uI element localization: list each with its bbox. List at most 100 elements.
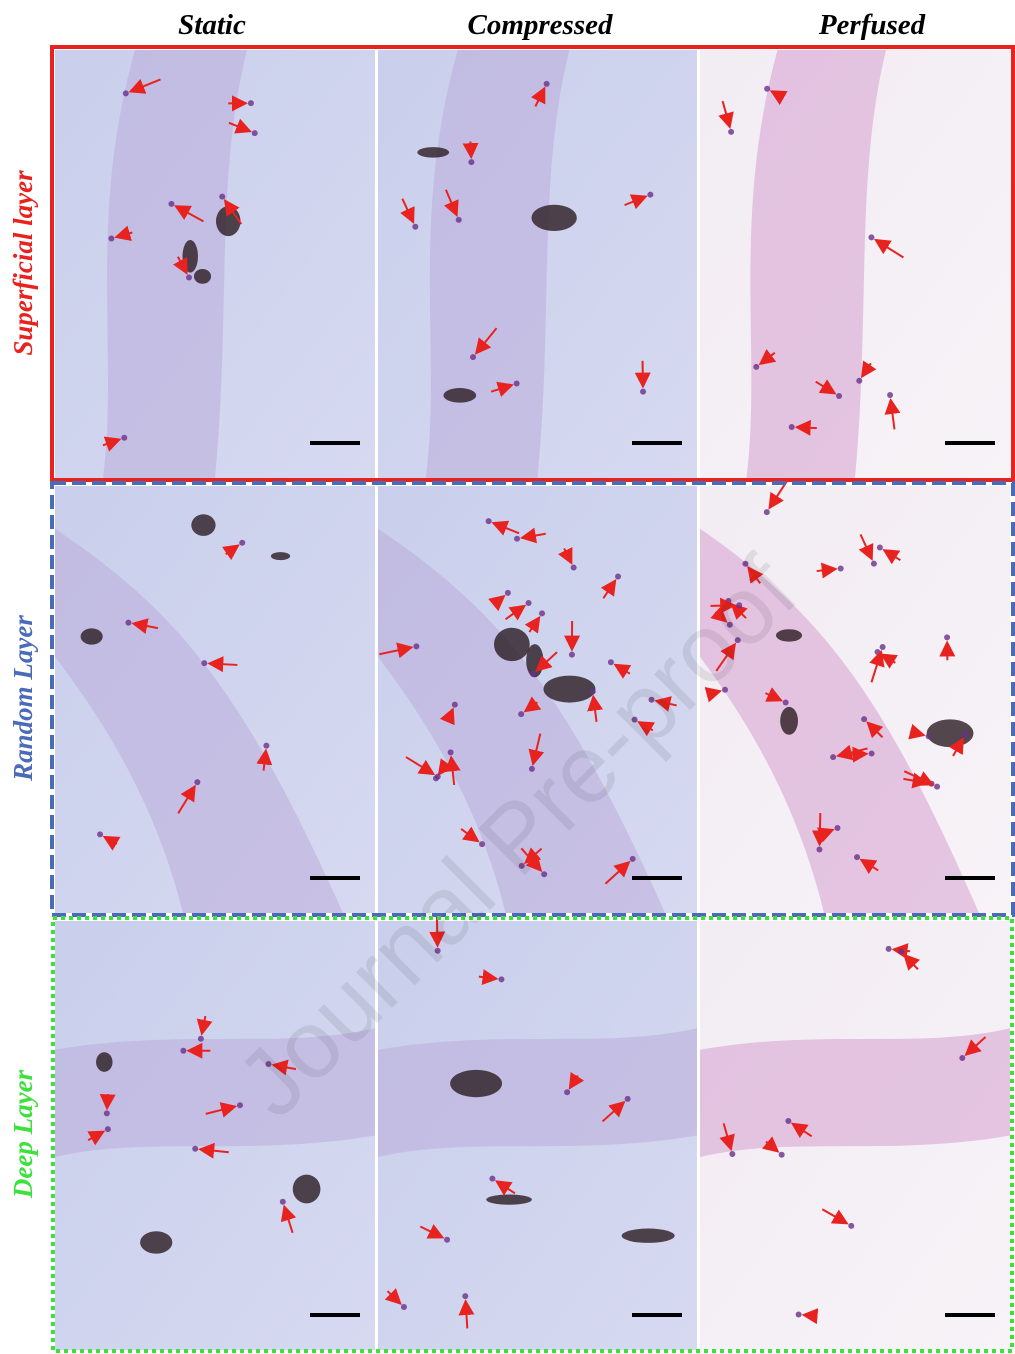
cell — [834, 825, 840, 831]
cell — [125, 620, 131, 626]
debris — [81, 628, 103, 644]
arrow — [852, 754, 867, 755]
cell — [796, 1311, 802, 1317]
cell — [412, 224, 418, 230]
cell — [753, 364, 759, 370]
cell — [514, 381, 520, 387]
cell — [123, 90, 129, 96]
debris — [494, 628, 530, 661]
cell — [97, 831, 103, 837]
cell — [194, 779, 200, 785]
row-label: Superficial layer — [8, 170, 38, 356]
cell — [729, 1151, 735, 1157]
cell — [180, 1048, 186, 1054]
cell — [764, 509, 770, 515]
cell — [934, 784, 940, 790]
cell — [959, 1055, 965, 1061]
cell — [105, 1126, 111, 1132]
row-label: Deep Layer — [8, 1069, 38, 1199]
tissue — [378, 1028, 697, 1157]
cell — [498, 976, 504, 982]
cell — [886, 946, 892, 952]
cell — [252, 130, 258, 136]
cell — [468, 159, 474, 165]
cell — [728, 129, 734, 135]
cell — [779, 1152, 785, 1158]
debris — [194, 269, 211, 284]
cell — [785, 1118, 791, 1124]
cell — [201, 660, 207, 666]
cell — [871, 561, 877, 567]
cell — [248, 100, 254, 106]
cell — [816, 847, 822, 853]
cell — [789, 424, 795, 430]
tissue — [700, 1028, 1010, 1157]
cell — [462, 1293, 468, 1299]
cell — [452, 702, 458, 708]
cell — [625, 1096, 631, 1102]
debris — [622, 1229, 675, 1243]
cell — [444, 1237, 450, 1243]
cell — [263, 743, 269, 749]
cell — [539, 610, 545, 616]
arrow — [804, 1315, 817, 1316]
debris — [191, 514, 215, 536]
figure: Static Compressed Perfused Superficial l… — [0, 0, 1015, 1354]
debris — [780, 707, 798, 735]
cell — [569, 652, 575, 658]
cell — [848, 1223, 854, 1229]
cell — [280, 1199, 286, 1205]
cell — [108, 235, 114, 241]
cell — [861, 716, 867, 722]
cell — [489, 1176, 495, 1182]
cell — [104, 1110, 110, 1116]
cell — [571, 565, 577, 571]
cell — [237, 1102, 243, 1108]
cell — [526, 600, 532, 606]
cell — [962, 732, 968, 738]
cell — [877, 544, 883, 550]
cell — [186, 275, 192, 281]
cell — [219, 194, 225, 200]
cell — [470, 354, 476, 360]
cell — [647, 192, 653, 198]
cell — [838, 565, 844, 571]
debris — [417, 147, 449, 158]
debris — [443, 388, 476, 403]
cell — [856, 378, 862, 384]
column-header: Perfused — [818, 9, 926, 41]
debris — [96, 1052, 112, 1072]
debris — [531, 205, 576, 231]
cell — [944, 634, 950, 640]
debris — [486, 1194, 532, 1204]
cell — [518, 711, 524, 717]
cell — [630, 856, 636, 862]
row-label: Random Layer — [8, 615, 38, 782]
arrow — [797, 427, 817, 428]
debris — [271, 552, 290, 560]
cell — [544, 81, 550, 87]
arrow — [820, 813, 821, 844]
cell — [514, 536, 520, 542]
cell — [869, 751, 875, 757]
debris — [140, 1231, 172, 1253]
arrow — [107, 1094, 108, 1108]
debris — [216, 206, 241, 236]
cell — [615, 573, 621, 579]
cell — [880, 644, 886, 650]
panels — [55, 50, 1010, 1350]
cell — [486, 518, 492, 524]
column-header: Compressed — [468, 9, 614, 41]
cell — [564, 1089, 570, 1095]
cell — [456, 217, 462, 223]
arrow — [470, 141, 471, 157]
cell — [530, 671, 536, 677]
cell — [121, 435, 127, 441]
cell — [168, 201, 174, 207]
cell — [854, 854, 860, 860]
cell — [830, 754, 836, 760]
cell — [926, 733, 932, 739]
cell — [836, 393, 842, 399]
cell — [887, 392, 893, 398]
cell — [448, 749, 454, 755]
